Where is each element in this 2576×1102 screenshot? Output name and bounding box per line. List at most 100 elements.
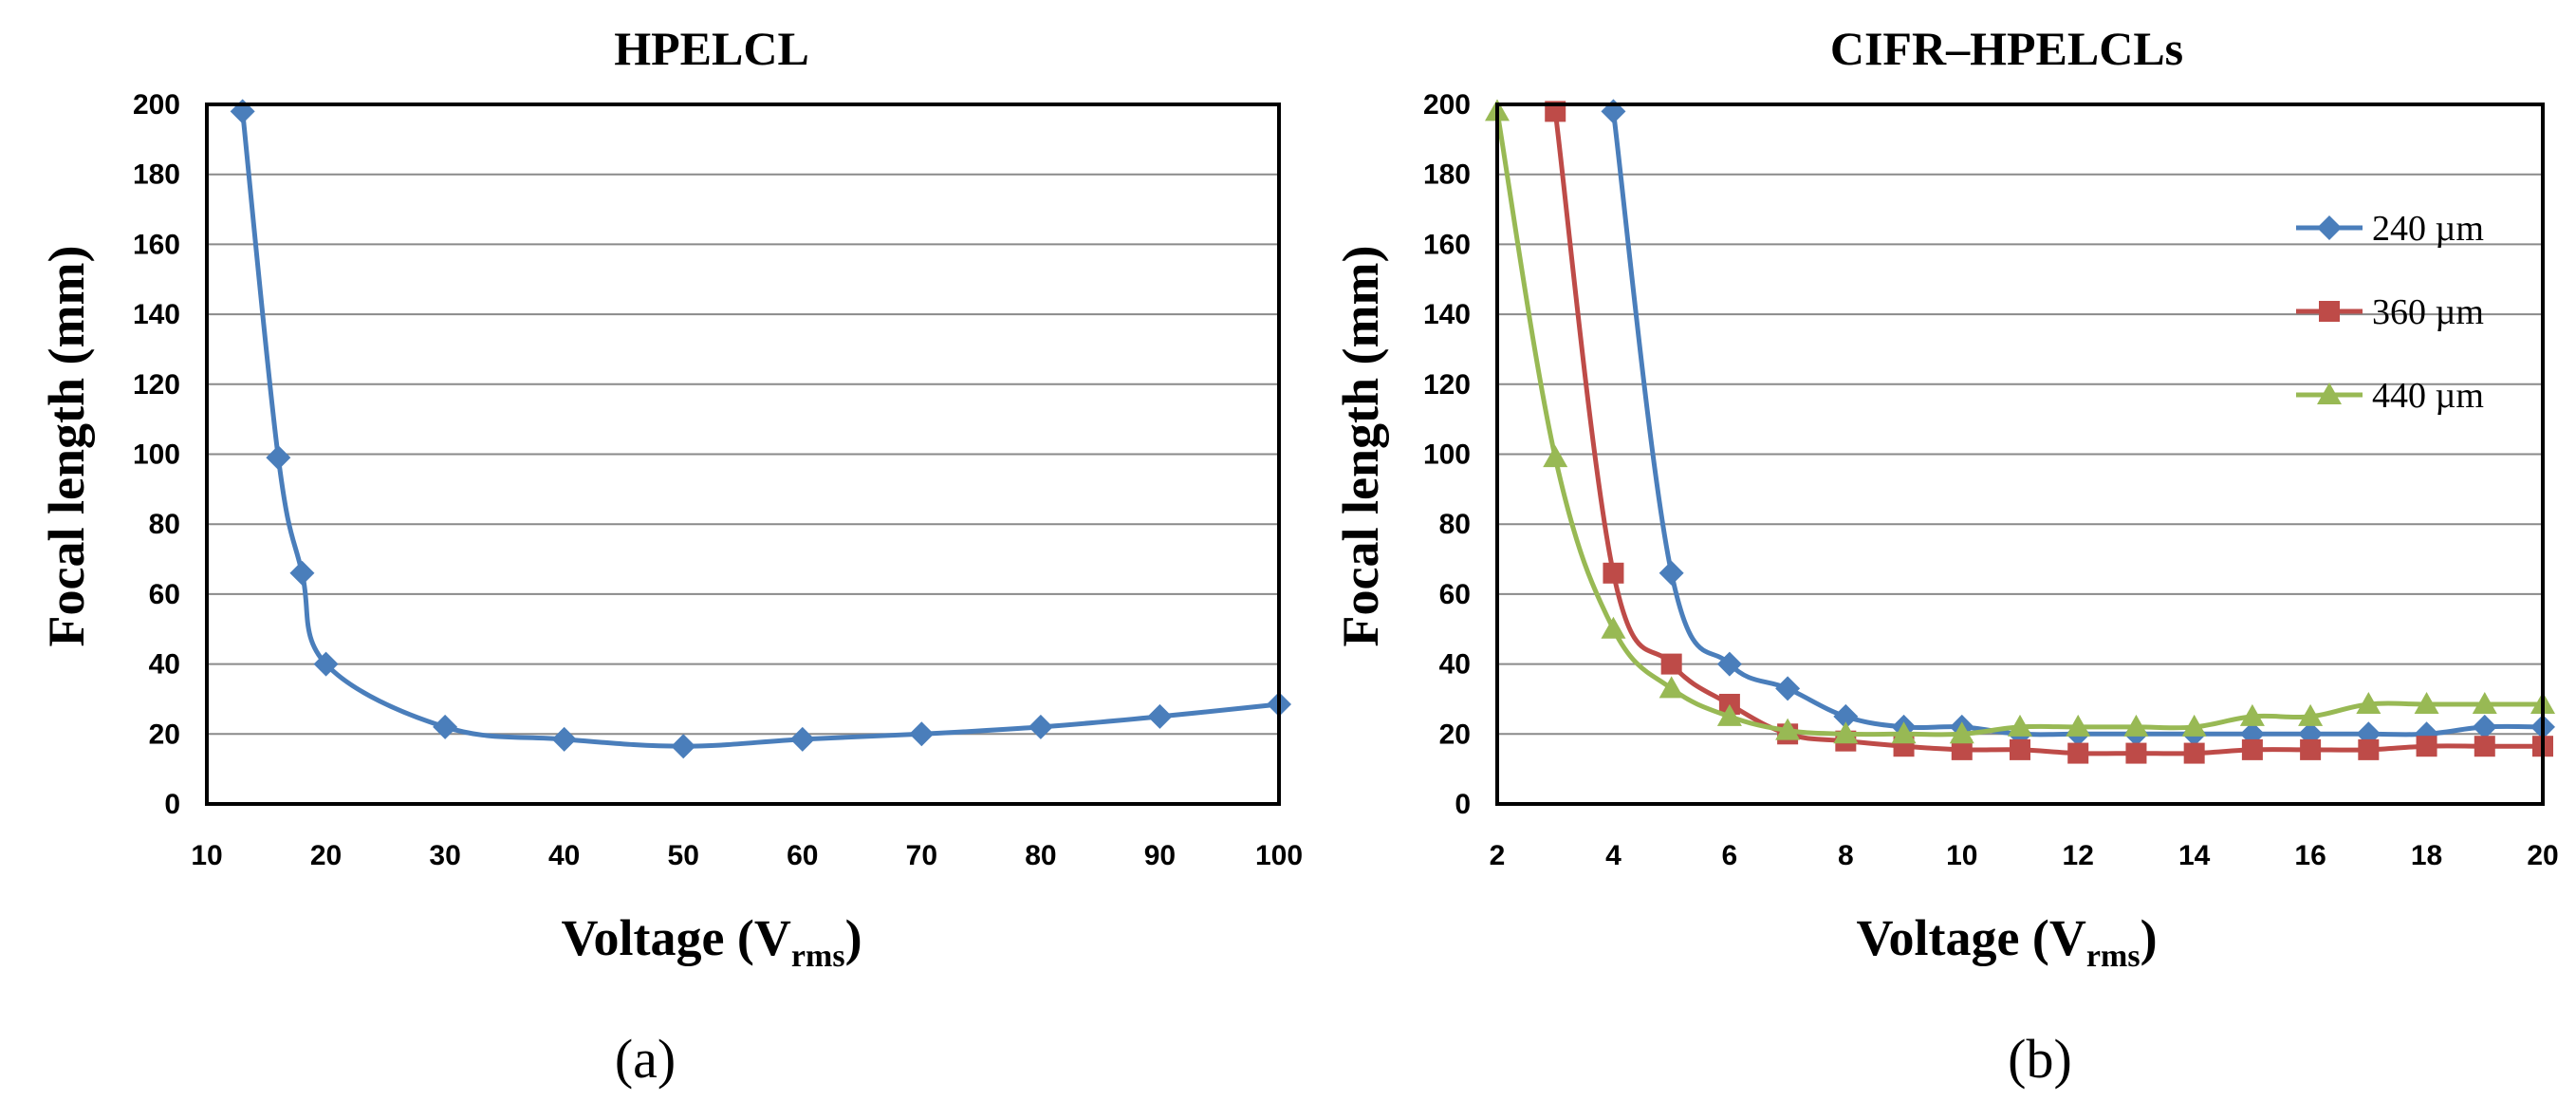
data-point-0-0 — [789, 726, 815, 752]
x-tick-label: 70 — [906, 840, 937, 871]
x-tick-label: 18 — [2411, 840, 2442, 871]
data-point-1-2 — [2181, 714, 2207, 737]
data-point-1-1 — [2416, 736, 2437, 757]
legend-marker — [2319, 301, 2340, 322]
data-point-1-2 — [2123, 714, 2149, 737]
x-tick-label: 50 — [668, 840, 699, 871]
y-axis-label-b: Focal length (mm) — [1332, 246, 1389, 647]
data-point-1-1 — [2183, 742, 2205, 764]
x-ticks-a: 10 20 30 40 50 60 70 80 90 100 — [191, 840, 1303, 871]
data-point-1-1 — [2125, 742, 2147, 764]
data-point-1-0 — [2472, 714, 2497, 739]
legend-marker — [2317, 383, 2342, 404]
plot-frame-b — [1495, 103, 2545, 806]
series-line-1-2 — [1494, 110, 2543, 738]
data-point-1-2 — [1949, 721, 1974, 744]
chart-title-a: HPELCL — [614, 22, 809, 75]
data-point-1-0 — [1716, 651, 1742, 677]
y-tick-label: 80 — [1439, 509, 1471, 540]
grid-a — [207, 103, 1279, 805]
y-tick-label: 200 — [1423, 89, 1471, 121]
data-point-0-0 — [289, 560, 315, 586]
data-point-1-1 — [2067, 742, 2089, 764]
x-tick-label: 60 — [787, 840, 818, 871]
data-point-0-0 — [909, 721, 935, 747]
data-point-1-2 — [2472, 691, 2497, 714]
x-tick-label: 2 — [1490, 840, 1506, 871]
data-point-1-2 — [1543, 445, 1568, 468]
data-point-0-0 — [433, 714, 458, 739]
x-axis-label-b: Voltage (Vrms) — [1856, 909, 2157, 974]
data-point-1-2 — [2008, 714, 2032, 737]
y-tick-label: 0 — [164, 789, 180, 820]
y-ticks-a: 0 20 40 60 80 100 120 140 160 180 200 — [133, 89, 180, 820]
chart-panel-a: HPELCL 0 20 40 60 80 100 120 140 160 180 200 10 20 3… — [38, 22, 1303, 1090]
x-axis-label-b-sub: rms — [2086, 939, 2140, 974]
data-point-1-2 — [2356, 691, 2381, 714]
x-tick-label: 20 — [2527, 840, 2558, 871]
x-tick-label: 20 — [310, 840, 342, 871]
x-tick-label: 4 — [1605, 840, 1622, 871]
y-tick-label: 180 — [1423, 159, 1471, 191]
data-point-1-2 — [1716, 703, 1742, 726]
data-point-1-2 — [1833, 721, 1859, 744]
x-axis-label-a: Voltage (Vrms) — [561, 909, 862, 974]
series-line-1-0 — [1610, 111, 2544, 738]
y-tick-label: 120 — [1423, 369, 1471, 401]
legend-marker — [2317, 215, 2342, 240]
y-tick-label: 60 — [1439, 579, 1471, 610]
x-axis-label-a-close: ) — [845, 909, 862, 966]
y-tick-label: 180 — [133, 159, 180, 191]
y-tick-label: 140 — [1423, 299, 1471, 330]
legend-label: 240 µm — [2372, 209, 2484, 249]
y-tick-label: 80 — [149, 509, 180, 540]
data-point-1-2 — [2066, 714, 2091, 737]
y-tick-label: 140 — [133, 299, 180, 330]
data-point-1-0 — [1775, 676, 1801, 701]
data-point-0-0 — [266, 445, 291, 471]
data-point-0-0 — [1028, 714, 1053, 739]
data-point-1-2 — [2239, 703, 2265, 726]
x-tick-label: 100 — [1255, 840, 1303, 871]
panel-label-b: (b) — [2008, 1028, 2072, 1090]
data-point-0-0 — [313, 651, 339, 677]
x-tick-label: 6 — [1722, 840, 1738, 871]
plot-frame-a — [205, 103, 1281, 806]
x-tick-label: 8 — [1838, 840, 1854, 871]
x-tick-label: 16 — [2294, 840, 2326, 871]
data-point-1-2 — [1891, 721, 1917, 744]
legend-b: 240 µm 360 µm 440 µm — [2296, 209, 2484, 416]
y-tick-label: 200 — [133, 89, 180, 121]
data-point-1-2 — [2298, 703, 2324, 726]
data-point-1-2 — [1601, 616, 1626, 639]
x-tick-label: 10 — [191, 840, 222, 871]
data-point-0-0 — [551, 726, 577, 752]
data-point-1-1 — [2010, 738, 2030, 760]
panel-label-a: (a) — [615, 1028, 676, 1090]
data-point-1-1 — [2474, 736, 2495, 757]
series-group-a — [230, 99, 1291, 759]
y-tick-label: 40 — [1439, 649, 1471, 681]
x-tick-label: 80 — [1025, 840, 1056, 871]
chart-panel-b: CIFR–HPELCLs 020406080100120140160180200… — [1332, 22, 2559, 1090]
data-point-1-1 — [2358, 738, 2380, 760]
y-tick-label: 100 — [1423, 439, 1471, 471]
y-axis-label-a: Focal length (mm) — [38, 246, 95, 647]
data-point-1-1 — [1660, 653, 1682, 675]
data-point-1-2 — [1659, 676, 1684, 699]
data-point-1-1 — [2241, 738, 2263, 760]
x-tick-label: 40 — [548, 840, 580, 871]
series-group-b — [1485, 99, 2555, 764]
y-tick-label: 160 — [133, 229, 180, 260]
x-axis-label-b-main: Voltage (V — [1856, 909, 2085, 966]
y-tick-label: 20 — [149, 719, 180, 750]
data-point-1-2 — [1775, 718, 1801, 740]
x-tick-label: 14 — [2178, 840, 2211, 871]
x-tick-label: 30 — [429, 840, 460, 871]
data-point-1-0 — [1659, 560, 1684, 586]
y-ticks-b: 0 20 40 60 80 100 120 140 160 180 200 — [1423, 89, 1471, 820]
y-tick-label: 0 — [1455, 789, 1471, 820]
data-point-1-1 — [2300, 738, 2322, 760]
data-point-1-1 — [1951, 738, 1973, 760]
